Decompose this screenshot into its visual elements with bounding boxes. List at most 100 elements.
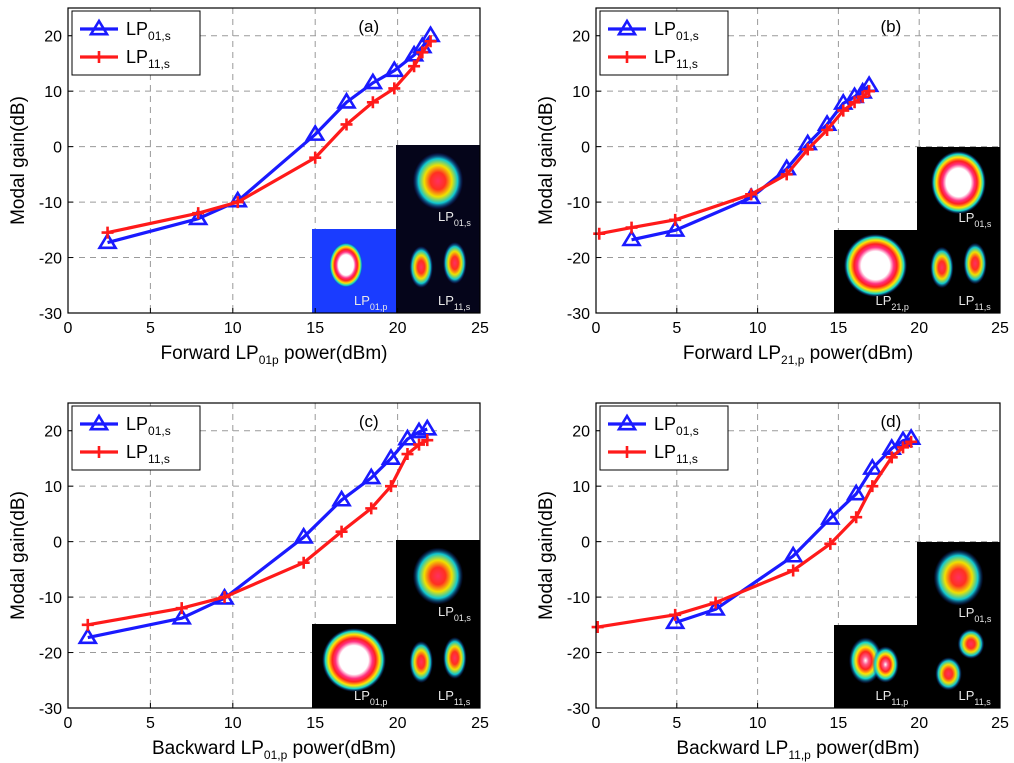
- inset-label-main: LP: [876, 293, 892, 308]
- mode-profile-image: LP11,s: [396, 624, 480, 708]
- inset-label-main: LP: [438, 293, 454, 308]
- x-axis-label: Backward LP01,p power(dBm): [152, 738, 396, 762]
- data-point: [664, 219, 686, 237]
- legend-label-main: LP: [126, 414, 148, 434]
- y-tick-label: 10: [572, 479, 590, 496]
- x-tick-label: 0: [592, 715, 601, 732]
- panel-label: (a): [358, 17, 379, 36]
- data-point: [787, 564, 800, 577]
- inset-label-main: LP: [959, 293, 975, 308]
- x-axis-label-sub: 01p: [259, 353, 279, 367]
- x-tick-label: 5: [146, 715, 155, 732]
- inset-label: LP11,s: [959, 688, 992, 707]
- data-point: [297, 556, 310, 569]
- x-axis-label-main: Backward LP: [676, 738, 788, 759]
- inset-label-sub: 01,p: [370, 697, 388, 707]
- data-point: [621, 229, 642, 247]
- data-point: [669, 213, 682, 226]
- legend-label-main: LP: [126, 19, 148, 39]
- legend-box: [599, 405, 729, 471]
- y-tick-label: 10: [44, 479, 62, 496]
- x-tick-label: 10: [224, 715, 242, 732]
- x-tick-label: 0: [592, 320, 601, 337]
- legend-label-sub: 01,s: [148, 29, 171, 43]
- inset-label-main: LP: [438, 209, 454, 224]
- legend-label-sub: 01,s: [148, 424, 171, 438]
- x-axis-label-post: power(dBm): [287, 738, 396, 759]
- x-tick-label: 15: [830, 715, 848, 732]
- y-tick-label: 10: [572, 84, 590, 101]
- data-point: [821, 124, 834, 136]
- data-point: [897, 441, 910, 454]
- x-tick-label: 15: [306, 715, 324, 732]
- legend-entry: LP01,s: [80, 18, 171, 43]
- data-point: [171, 607, 193, 625]
- inset-label: LP11,s: [438, 688, 471, 707]
- data-point: [360, 467, 382, 485]
- mode-intensity-lobe: [409, 246, 433, 288]
- mode-profile-image: LP01,s: [396, 540, 480, 624]
- data-point: [187, 208, 209, 226]
- mode-intensity-blob: [412, 152, 464, 210]
- legend-marker: [93, 51, 105, 63]
- legend-entry: LP11,s: [608, 47, 698, 71]
- inset-label-main: LP: [438, 604, 454, 619]
- mode-intensity-lobe: [443, 242, 467, 284]
- y-tick-label: 20: [44, 29, 62, 46]
- x-tick-label: 10: [224, 320, 242, 337]
- x-tick-label: 10: [749, 715, 767, 732]
- mode-profile-image: LP01,p: [312, 624, 396, 708]
- y-tick-label: -10: [39, 590, 62, 607]
- mode-intensity-lobe: [957, 628, 985, 659]
- legend-label-main: LP: [654, 442, 676, 462]
- data-point: [383, 60, 405, 78]
- x-axis-label: Backward LP11,p power(dBm): [676, 738, 919, 762]
- legend-entry: LP01,s: [608, 413, 699, 438]
- inset-label-main: LP: [959, 688, 975, 703]
- data-point: [309, 151, 322, 164]
- data-point: [820, 507, 841, 525]
- x-tick-label: 25: [991, 320, 1009, 337]
- axes-frame: [595, 7, 1001, 314]
- data-point: [421, 434, 434, 447]
- mode-intensity-blob: [933, 549, 984, 606]
- mode-profile-image: LP01,s: [917, 147, 1000, 230]
- x-tick-label: 0: [64, 320, 73, 337]
- legend-label: LP01,s: [654, 414, 699, 438]
- data-point: [401, 448, 414, 461]
- y-tick-label: -30: [567, 306, 590, 323]
- inset-label-sub: 11,p: [891, 697, 908, 707]
- data-point: [293, 526, 314, 544]
- axes-frame: [67, 402, 481, 709]
- data-point: [408, 60, 421, 73]
- y-tick-label: -20: [567, 646, 590, 663]
- x-tick-label: 15: [306, 320, 324, 337]
- legend-label: LP11,s: [126, 47, 170, 71]
- inset-label: LP01,s: [959, 605, 992, 624]
- data-point: [388, 82, 401, 95]
- data-point: [850, 511, 863, 524]
- data-point: [335, 525, 348, 538]
- data-point: [192, 207, 205, 220]
- data-point: [365, 502, 378, 515]
- legend-label-sub: 11,s: [148, 57, 170, 71]
- legend-label-sub: 01,s: [676, 424, 699, 438]
- inset-label: LP01,s: [959, 210, 992, 229]
- inset-label-sub: 21,p: [891, 302, 909, 312]
- x-tick-label: 20: [389, 320, 407, 337]
- data-point: [424, 35, 437, 48]
- series-line: [597, 440, 913, 629]
- legend-label-main: LP: [654, 19, 676, 39]
- data-point: [416, 46, 429, 59]
- panel-label: (d): [881, 412, 902, 431]
- x-tick-label: 10: [749, 320, 767, 337]
- mode-profile-image: LP21,p: [834, 230, 917, 313]
- inset-label: LP11,s: [959, 293, 992, 312]
- mode-profile-image: LP01,p: [312, 229, 396, 313]
- y-tick-label: 0: [581, 140, 590, 157]
- legend-marker: [616, 18, 638, 36]
